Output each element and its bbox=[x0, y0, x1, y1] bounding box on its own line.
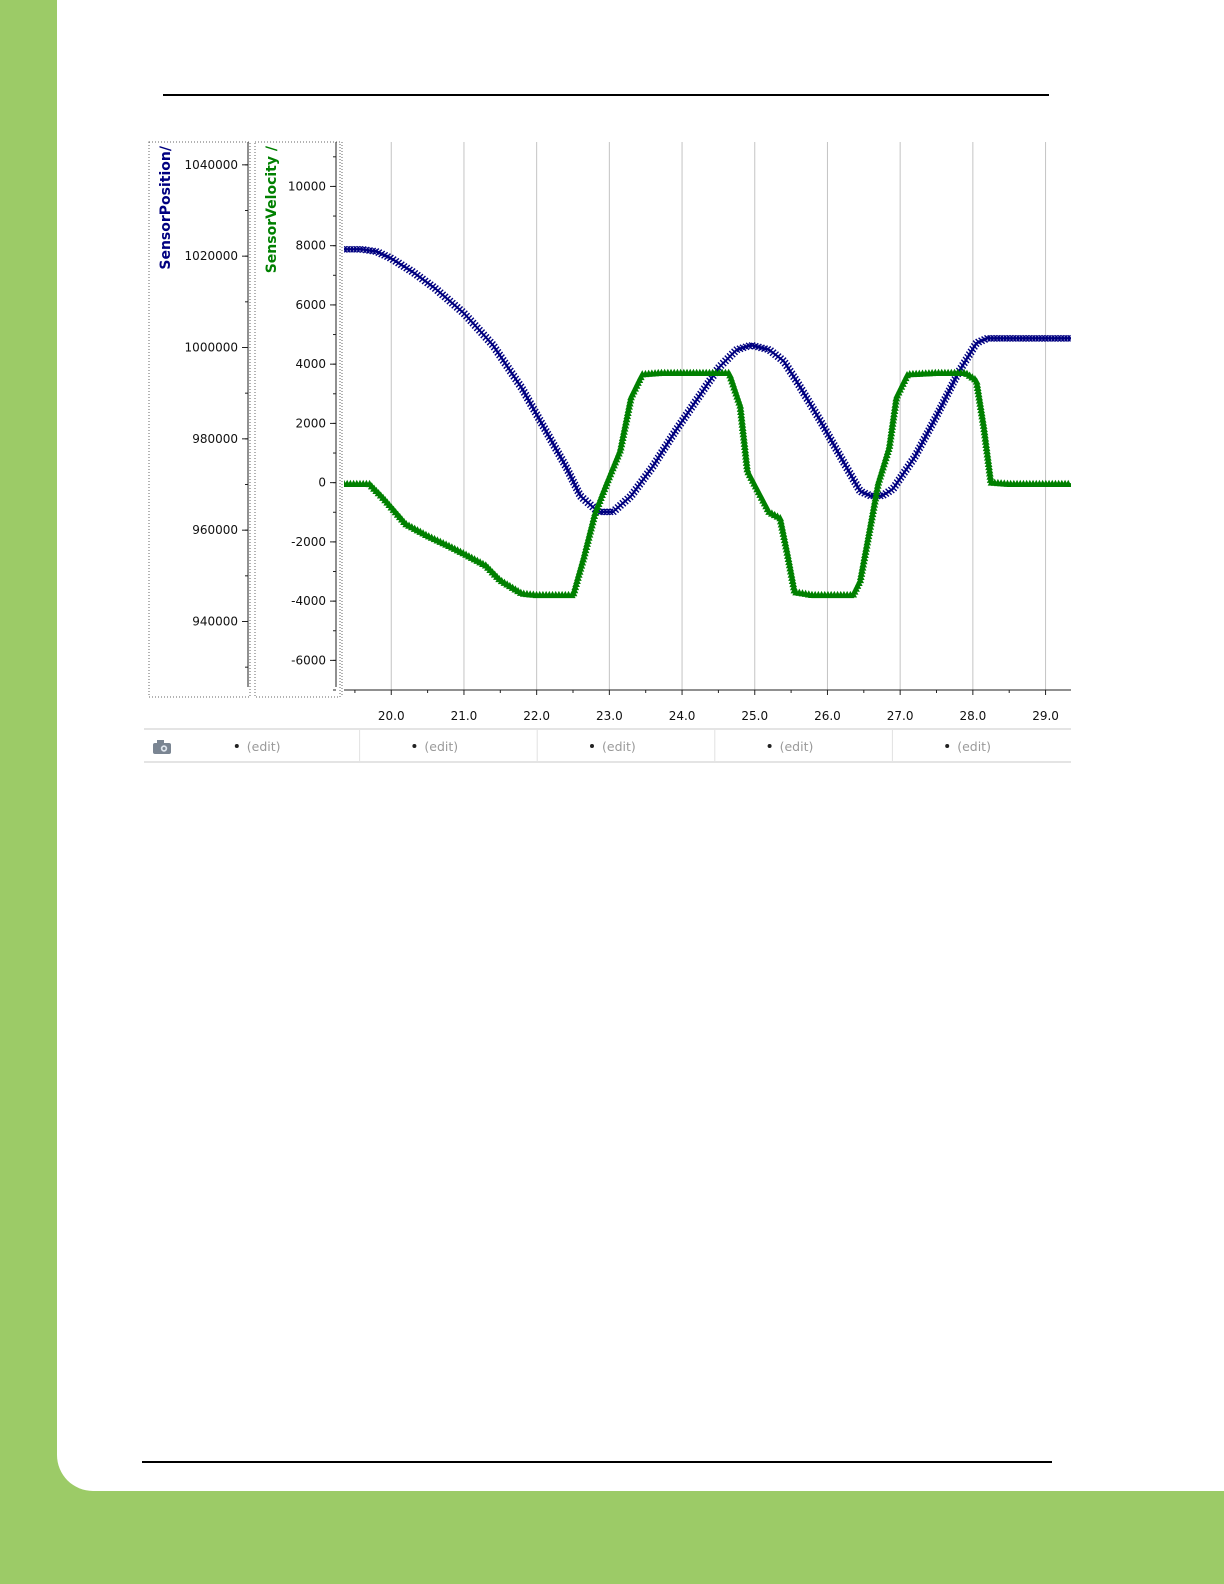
header-rule bbox=[163, 94, 1049, 96]
annotation-bullet bbox=[945, 744, 950, 748]
x-tick-label: 24.0 bbox=[669, 709, 696, 723]
annotation-edit-link[interactable]: (edit) bbox=[424, 739, 458, 754]
series-markers-0 bbox=[344, 245, 1071, 516]
annotation-edit-link[interactable]: (edit) bbox=[602, 739, 636, 754]
x-tick-label: 26.0 bbox=[814, 709, 841, 723]
position-axis-title: SensorPosition/ bbox=[158, 145, 174, 269]
y-tick-label: -2000 bbox=[291, 535, 326, 549]
annotation-edit-link[interactable]: (edit) bbox=[957, 739, 991, 754]
y-tick-label: 8000 bbox=[295, 239, 326, 253]
x-tick-label: 23.0 bbox=[596, 709, 623, 723]
y-tick-label: 1020000 bbox=[185, 249, 238, 263]
x-tick-label: 25.0 bbox=[741, 709, 768, 723]
x-tick-label: 27.0 bbox=[887, 709, 914, 723]
annotation-edit-link[interactable]: (edit) bbox=[780, 739, 814, 754]
annotation-bullet bbox=[412, 744, 417, 748]
y-tick-label: 4000 bbox=[295, 357, 326, 371]
annotation-bullet bbox=[234, 744, 239, 748]
annotation-edit-link[interactable]: (edit) bbox=[247, 739, 281, 754]
chart: 20.0 21.0 22.0 23.0 24.0 25.0 26.0 27.0 28.0 29.0… bbox=[144, 141, 1071, 763]
camera-icon[interactable] bbox=[153, 740, 171, 754]
velocity-axis-box bbox=[254, 141, 341, 698]
y-tick-label: 2000 bbox=[295, 416, 326, 430]
footer-rule bbox=[142, 1461, 1052, 1463]
x-markers bbox=[344, 245, 1071, 516]
triangle-markers bbox=[344, 368, 1071, 599]
y-tick-label: -4000 bbox=[291, 594, 326, 608]
y-tick-label: -6000 bbox=[291, 653, 326, 667]
x-tick-label: 21.0 bbox=[451, 709, 478, 723]
annotation-bullet bbox=[767, 744, 772, 748]
x-tick-label: 28.0 bbox=[959, 709, 986, 723]
plot-area[interactable] bbox=[344, 142, 1071, 690]
x-tick-label: 20.0 bbox=[378, 709, 405, 723]
x-tick-label: 22.0 bbox=[523, 709, 550, 723]
y-tick-label: 1000000 bbox=[185, 341, 238, 355]
series-markers-1 bbox=[344, 368, 1071, 599]
y-tick-label: 6000 bbox=[295, 298, 326, 312]
y-tick-label: 940000 bbox=[192, 615, 238, 629]
y-tick-label: 10000 bbox=[288, 179, 326, 193]
position-axis-box bbox=[148, 141, 251, 698]
velocity-axis-title: SensorVelocity / bbox=[264, 145, 280, 273]
y-tick-label: 1040000 bbox=[185, 158, 238, 172]
y-tick-label: 960000 bbox=[192, 523, 238, 537]
y-tick-label: 980000 bbox=[192, 432, 238, 446]
annotation-bullet bbox=[590, 744, 594, 748]
y-tick-label: 0 bbox=[318, 476, 326, 490]
x-tick-label: 29.0 bbox=[1032, 709, 1059, 723]
